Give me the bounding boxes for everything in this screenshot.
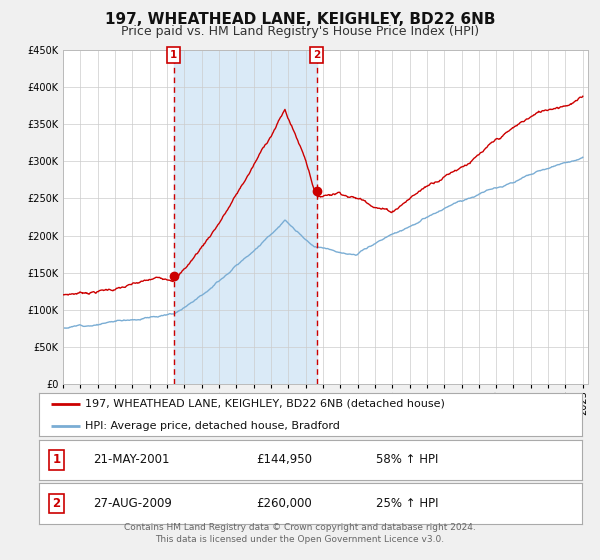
Text: 21-MAY-2001: 21-MAY-2001: [94, 453, 170, 466]
Text: £260,000: £260,000: [256, 497, 312, 510]
Text: Price paid vs. HM Land Registry's House Price Index (HPI): Price paid vs. HM Land Registry's House …: [121, 25, 479, 38]
Text: 197, WHEATHEAD LANE, KEIGHLEY, BD22 6NB (detached house): 197, WHEATHEAD LANE, KEIGHLEY, BD22 6NB …: [85, 399, 445, 409]
Bar: [173, 50, 317, 384]
Text: 1: 1: [170, 50, 177, 60]
Text: Contains HM Land Registry data © Crown copyright and database right 2024.
This d: Contains HM Land Registry data © Crown c…: [124, 523, 476, 544]
Text: £144,950: £144,950: [256, 453, 312, 466]
Text: 197, WHEATHEAD LANE, KEIGHLEY, BD22 6NB: 197, WHEATHEAD LANE, KEIGHLEY, BD22 6NB: [105, 12, 495, 27]
Text: 1: 1: [52, 453, 61, 466]
Text: HPI: Average price, detached house, Bradford: HPI: Average price, detached house, Brad…: [85, 421, 340, 431]
Text: 2: 2: [313, 50, 320, 60]
Text: 25% ↑ HPI: 25% ↑ HPI: [376, 497, 438, 510]
Text: 58% ↑ HPI: 58% ↑ HPI: [376, 453, 438, 466]
Text: 2: 2: [52, 497, 61, 510]
Text: 27-AUG-2009: 27-AUG-2009: [94, 497, 172, 510]
